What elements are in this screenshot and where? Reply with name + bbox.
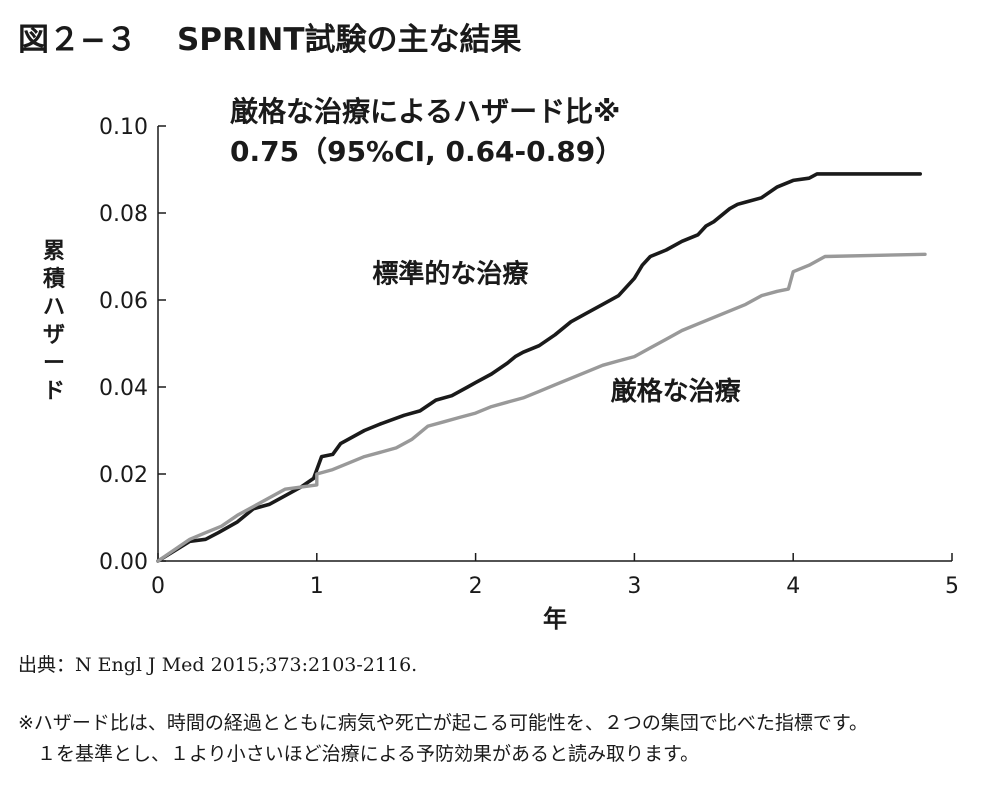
x-tick-label: 0: [151, 574, 165, 599]
x-tick-label: 2: [469, 574, 483, 599]
footnote: ※ハザード比は、時間の経過とともに病気や死亡が起こる可能性を、２つの集団で比べた…: [18, 708, 868, 770]
series-line-standard: [156, 172, 922, 563]
chart-marks: [156, 172, 927, 563]
figure-number: 図２−３: [18, 22, 137, 58]
y-axis-label-char: ド: [43, 379, 65, 404]
hazard-ratio-annotation-line: 0.75（95%CI, 0.64-0.89）: [230, 135, 623, 168]
y-axis-label-char: 累: [43, 239, 65, 264]
x-tick-label: 5: [945, 574, 959, 599]
y-tick-label: 0.02: [99, 463, 148, 488]
y-axis-label-char: ー: [43, 351, 65, 376]
y-tick-label: 0.08: [99, 202, 148, 227]
series-line-intensive: [156, 252, 927, 563]
x-tick-label: 4: [786, 574, 800, 599]
y-tick-label: 0.06: [99, 289, 148, 314]
y-tick-label: 0.00: [99, 550, 148, 575]
y-tick-label: 0.04: [99, 376, 148, 401]
footnote-line-2: １を基準とし、１より小さいほど治療による予防効果があると読み取ります。: [37, 743, 700, 765]
chart-labels: 厳格な治療によるハザード比※ 0.75（95%CI, 0.64-0.89） 標準的な…: [230, 95, 742, 407]
x-tick-label: 3: [627, 574, 641, 599]
footnote-line-1: ※ハザード比は、時間の経過とともに病気や死亡が起こる可能性を、２つの集団で比べた…: [18, 712, 869, 734]
x-tick-label: 1: [310, 574, 324, 599]
x-axis-label: 年: [543, 605, 567, 633]
y-tick-label: 0.10: [99, 115, 148, 140]
series-label-intensive: 厳格な治療: [611, 376, 742, 407]
hazard-ratio-annotation-line: 厳格な治療によるハザード比※: [230, 95, 620, 128]
y-axis-label-char: 積: [43, 267, 66, 292]
source-citation: 出典：N Engl J Med 2015;373:2103-2116.: [18, 654, 418, 676]
figure-title-text: SPRINT試験の主な結果: [176, 22, 522, 58]
y-axis-label-char: ザ: [43, 323, 65, 348]
y-axis-label-char: ハ: [43, 295, 65, 320]
series-label-standard: 標準的な治療: [372, 259, 529, 290]
figure-title: 図２−３ SPRINT試験の主な結果: [18, 14, 522, 59]
